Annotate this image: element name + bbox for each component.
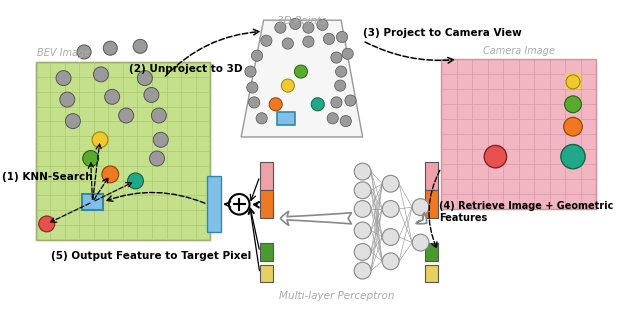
Circle shape: [152, 108, 166, 123]
Bar: [565, 119, 580, 134]
Text: (3) Project to Camera View: (3) Project to Camera View: [363, 28, 522, 38]
Bar: [425, 162, 438, 190]
Bar: [207, 176, 221, 232]
Circle shape: [294, 65, 307, 78]
Bar: [425, 190, 438, 218]
Circle shape: [337, 31, 348, 43]
Circle shape: [275, 22, 286, 33]
Circle shape: [335, 80, 346, 91]
Circle shape: [256, 113, 268, 124]
Circle shape: [252, 50, 262, 61]
Circle shape: [138, 71, 152, 86]
Circle shape: [39, 216, 54, 232]
Circle shape: [127, 173, 143, 189]
Polygon shape: [241, 20, 363, 137]
Text: Camera Image: Camera Image: [483, 46, 555, 56]
Circle shape: [564, 96, 581, 113]
Circle shape: [282, 79, 294, 92]
Circle shape: [327, 113, 339, 124]
Bar: [260, 195, 273, 215]
Circle shape: [153, 132, 168, 147]
Circle shape: [105, 89, 120, 104]
Circle shape: [260, 35, 272, 46]
Circle shape: [248, 97, 260, 108]
Circle shape: [382, 175, 399, 192]
Text: (4) Retrieve Image + Geometric
Features: (4) Retrieve Image + Geometric Features: [439, 201, 614, 222]
Circle shape: [342, 48, 353, 60]
Text: (2) Unproject to 3D: (2) Unproject to 3D: [129, 64, 243, 74]
Circle shape: [144, 87, 159, 102]
Circle shape: [335, 66, 347, 77]
Bar: [260, 162, 273, 190]
Circle shape: [93, 67, 108, 82]
Circle shape: [354, 244, 371, 260]
Text: 3D Points: 3D Points: [277, 16, 326, 25]
Circle shape: [484, 145, 507, 168]
Circle shape: [65, 114, 81, 128]
Circle shape: [354, 262, 371, 279]
Circle shape: [245, 66, 256, 77]
Circle shape: [303, 36, 314, 47]
Circle shape: [561, 144, 585, 169]
Bar: [260, 190, 273, 218]
Text: (5) Output Feature to Target Pixel: (5) Output Feature to Target Pixel: [51, 251, 252, 261]
Circle shape: [102, 166, 118, 183]
Circle shape: [150, 151, 164, 166]
Bar: [276, 112, 295, 125]
Circle shape: [60, 92, 75, 107]
Circle shape: [247, 82, 258, 93]
Bar: [425, 243, 438, 261]
Text: BEV Image: BEV Image: [37, 49, 91, 59]
Circle shape: [354, 222, 371, 239]
Circle shape: [229, 194, 250, 214]
Circle shape: [269, 98, 282, 111]
Circle shape: [345, 95, 356, 106]
Circle shape: [83, 151, 99, 166]
Bar: [83, 194, 103, 210]
Circle shape: [282, 38, 294, 49]
Circle shape: [331, 97, 342, 108]
Circle shape: [354, 182, 371, 199]
Text: (1) KNN-Search: (1) KNN-Search: [2, 172, 93, 182]
Circle shape: [354, 163, 371, 180]
Circle shape: [311, 98, 324, 111]
Bar: [488, 149, 503, 164]
Circle shape: [103, 41, 117, 55]
Bar: [425, 265, 438, 282]
Circle shape: [77, 45, 91, 59]
Bar: [425, 195, 438, 215]
Circle shape: [56, 71, 71, 86]
Bar: [441, 60, 596, 209]
Circle shape: [412, 234, 429, 251]
Circle shape: [340, 116, 351, 127]
Circle shape: [118, 108, 134, 123]
Circle shape: [382, 229, 399, 245]
Bar: [260, 243, 273, 261]
Circle shape: [290, 18, 301, 29]
Circle shape: [412, 199, 429, 215]
Circle shape: [331, 52, 342, 63]
Circle shape: [92, 132, 108, 148]
Bar: [565, 74, 580, 89]
Circle shape: [133, 39, 147, 53]
Bar: [260, 265, 273, 282]
Circle shape: [382, 201, 399, 217]
Circle shape: [303, 22, 314, 33]
Text: Multi-layer Perceptron: Multi-layer Perceptron: [278, 291, 394, 301]
Circle shape: [382, 253, 399, 270]
Circle shape: [354, 201, 371, 217]
Circle shape: [317, 19, 328, 30]
Bar: [35, 62, 211, 240]
Circle shape: [566, 75, 580, 89]
Circle shape: [564, 118, 582, 136]
Circle shape: [323, 33, 335, 44]
